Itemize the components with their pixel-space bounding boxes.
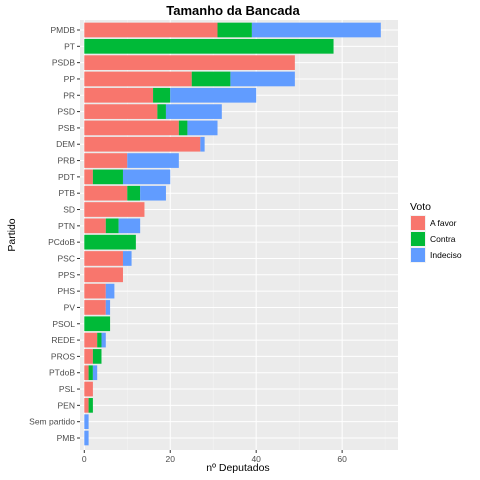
bar-segment — [251, 22, 381, 38]
bar-segment — [84, 55, 295, 70]
bar-segment — [92, 365, 98, 381]
bar-segment — [84, 202, 145, 217]
bar-segment — [97, 332, 102, 348]
legend-key — [411, 216, 425, 230]
y-axis: PMDB PT PSDB PP PR PSD PSB DEM PRB PDT PTB SD PTN PCd… — [29, 25, 80, 443]
bar-segment — [191, 71, 231, 87]
bar-segment — [187, 120, 218, 136]
legend-label: A favor — [430, 218, 457, 228]
bar-segment — [200, 136, 205, 152]
y-tick-label: PEN — [58, 400, 75, 410]
bar-segment — [84, 218, 106, 234]
y-tick-label: PSOL — [52, 319, 75, 329]
y-tick-label: PRB — [58, 156, 76, 166]
bar-segment — [84, 332, 98, 348]
bar-segment — [101, 332, 106, 348]
bar-segment — [84, 234, 136, 250]
bar-segment — [84, 120, 179, 136]
bar-segment — [122, 169, 171, 185]
bar-segment — [84, 71, 192, 87]
bar-segment — [84, 153, 128, 168]
bar-segment — [92, 349, 102, 364]
bar-segment — [178, 120, 188, 136]
bar-segment — [84, 136, 201, 152]
legend: Voto A favor Contra Indeciso — [410, 201, 462, 263]
bar-segment — [84, 414, 89, 430]
bar-segment — [165, 104, 222, 119]
bar-segment — [92, 169, 123, 185]
bar-segment — [157, 104, 166, 119]
bar-segment — [217, 22, 252, 38]
bar-segment — [84, 316, 111, 332]
bar-segment — [84, 251, 123, 266]
y-tick-label: PSB — [58, 123, 75, 133]
bar-segment — [153, 87, 171, 103]
x-tick-label: 0 — [82, 454, 87, 464]
bar-segment — [84, 22, 218, 38]
y-tick-label: REDE — [51, 335, 75, 345]
bar-segment — [122, 251, 132, 266]
bar-segment — [88, 365, 93, 381]
bar-segment — [84, 349, 93, 364]
bar-segment — [105, 218, 119, 234]
bars — [84, 22, 381, 446]
bar-segment — [88, 398, 93, 413]
bar-segment — [84, 169, 93, 185]
bar-segment — [84, 365, 89, 381]
bar-segment — [84, 430, 89, 446]
bar-segment — [105, 283, 115, 299]
y-tick-label: PV — [64, 302, 76, 312]
y-tick-label: PCdoB — [48, 237, 75, 247]
y-tick-label: PTdoB — [49, 368, 75, 378]
y-tick-label: PROS — [51, 351, 75, 361]
bar-segment — [84, 300, 106, 315]
x-tick-label: 60 — [337, 454, 347, 464]
bar-segment — [84, 283, 106, 299]
y-axis-title: Partido — [6, 218, 18, 251]
legend-title: Voto — [410, 201, 431, 213]
chart-title: Tamanho da Bancada — [166, 3, 300, 18]
legend-label: Contra — [430, 234, 456, 244]
y-tick-label: PT — [64, 41, 75, 51]
y-tick-label: PPS — [58, 270, 75, 280]
bar-segment — [140, 185, 166, 201]
y-tick-label: PHS — [58, 286, 76, 296]
bar-segment — [84, 267, 123, 283]
bar-segment — [118, 218, 141, 234]
y-tick-label: Sem partido — [29, 417, 75, 427]
y-tick-label: PSD — [58, 107, 75, 117]
bar-segment — [127, 185, 141, 201]
y-tick-label: PMB — [57, 433, 76, 443]
y-tick-label: PP — [64, 74, 76, 84]
bar-segment — [105, 300, 111, 315]
bar-segment — [127, 153, 179, 168]
bar-segment — [170, 87, 257, 103]
x-axis: 0 20 40 60 — [82, 450, 347, 464]
x-axis-title: nº Deputados — [206, 462, 269, 474]
bar-segment — [84, 104, 158, 119]
y-tick-label: PSL — [59, 384, 75, 394]
legend-key — [411, 232, 425, 246]
bar-segment — [84, 87, 154, 103]
bar-segment — [84, 381, 93, 397]
y-tick-label: PSC — [58, 253, 75, 263]
y-tick-label: PMDB — [50, 25, 75, 35]
bar-segment — [84, 185, 128, 201]
bar-segment — [230, 71, 295, 87]
y-tick-label: PDT — [58, 172, 75, 182]
y-tick-label: PSDB — [52, 58, 75, 68]
y-tick-label: DEM — [56, 139, 75, 149]
legend-key — [411, 248, 425, 262]
x-tick-label: 40 — [251, 454, 261, 464]
bar-segment — [84, 38, 334, 54]
y-tick-label: PTN — [58, 221, 75, 231]
y-tick-label: SD — [63, 205, 75, 215]
bar-segment — [84, 398, 89, 413]
y-tick-label: PR — [63, 90, 75, 100]
legend-label: Indeciso — [430, 250, 462, 260]
y-tick-label: PTB — [58, 188, 75, 198]
x-tick-label: 20 — [166, 454, 176, 464]
